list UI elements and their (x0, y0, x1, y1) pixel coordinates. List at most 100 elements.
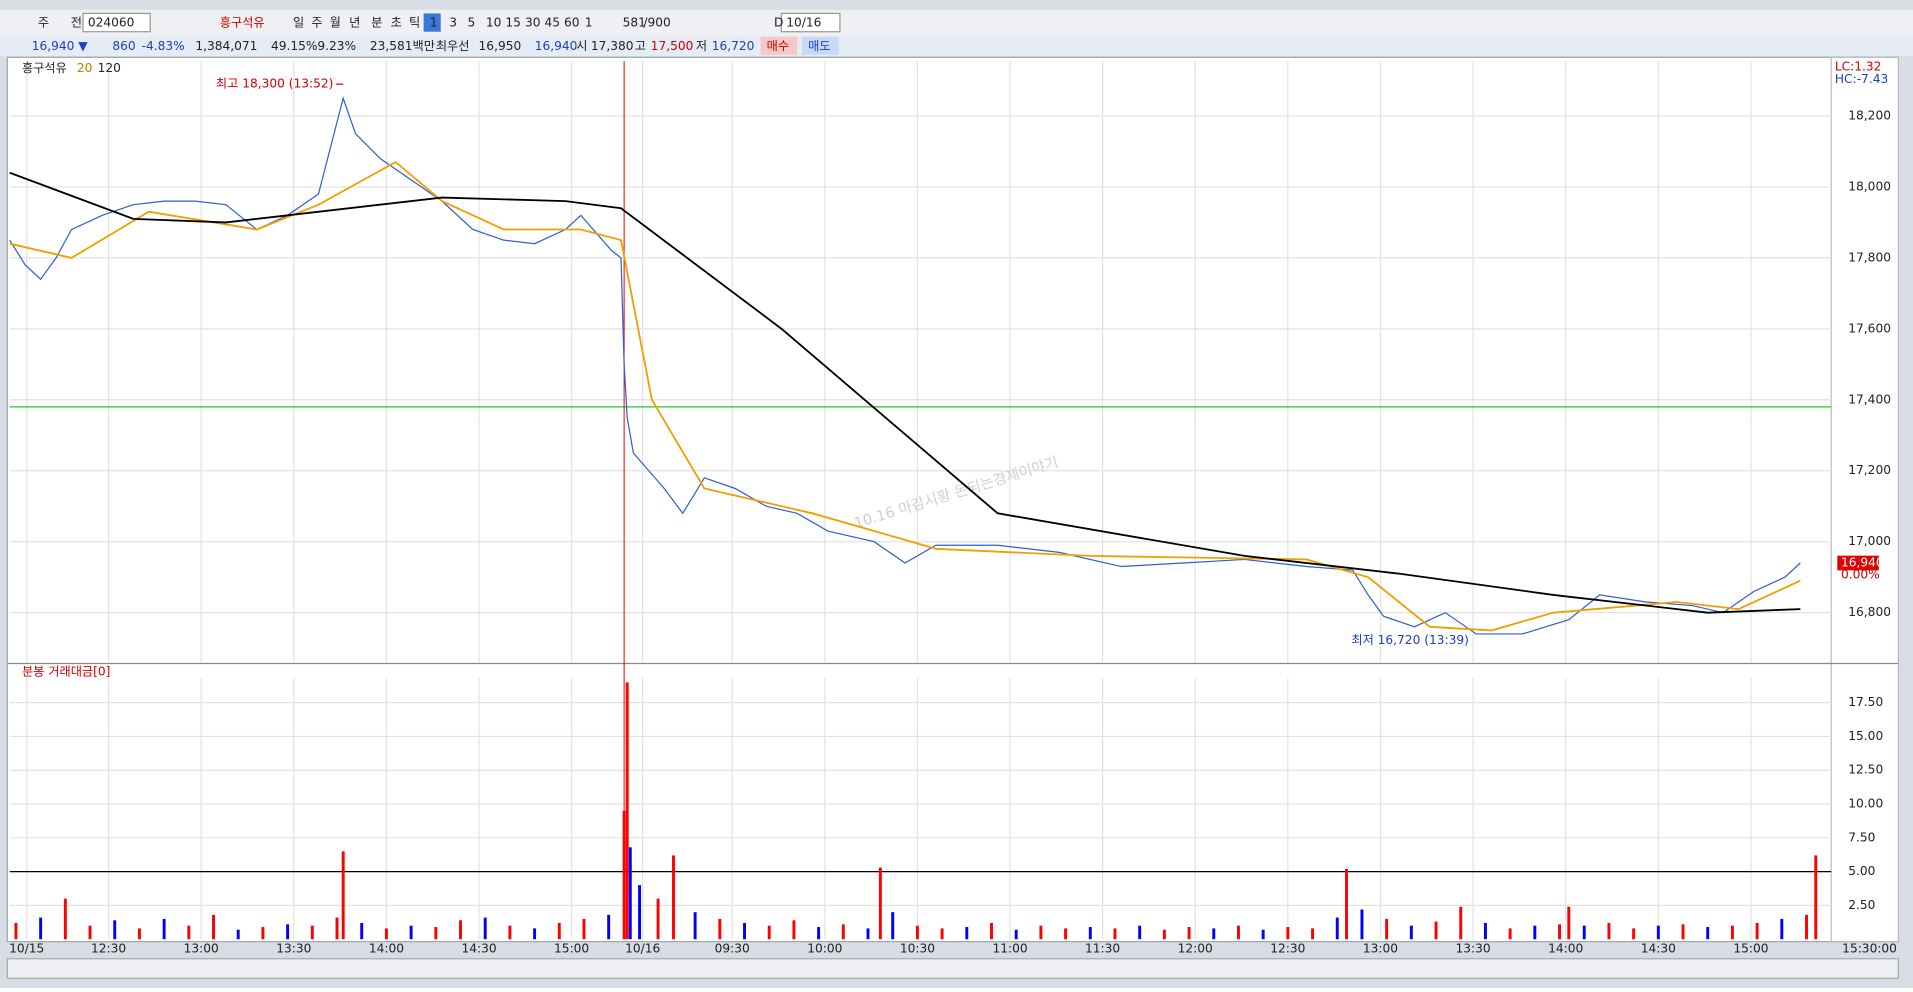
toolbar-item: 흥구석유 (220, 16, 265, 30)
x-tick-label: 13:30 (276, 941, 311, 955)
y-axis-area (1830, 56, 1899, 943)
quote-item: 49.15% (271, 39, 318, 53)
toolbar-item: 일 (293, 16, 304, 30)
quote-item: 9.23% (317, 39, 356, 53)
volume-bar (1730, 925, 1734, 940)
volume-bar (1311, 928, 1315, 940)
active-button[interactable] (423, 13, 441, 32)
volume-bar (1508, 928, 1512, 940)
legend-item: 20 (77, 61, 93, 75)
quote-item: 1,384,071 (195, 39, 257, 53)
volume-bar (409, 925, 413, 940)
x-tick-label: 14:00 (369, 941, 404, 955)
y-tick-label: 12.50 (1848, 763, 1883, 777)
volume-bar (1706, 927, 1710, 940)
quote-item: 860 (112, 39, 135, 53)
volume-bar (533, 928, 537, 940)
x-tick-label: 10:30 (900, 941, 935, 955)
toolbar-item: /900 (643, 16, 670, 30)
volume-bar (817, 927, 821, 940)
x-tick-label: 12:00 (1178, 941, 1213, 955)
volume-bar (1162, 929, 1166, 940)
x-tick-label: 13:30 (1456, 941, 1491, 955)
series-line (9, 96, 1801, 635)
x-tick-label: 12:30 (91, 941, 126, 955)
quote-item: 매도 (808, 39, 830, 53)
volume-bar (1607, 922, 1611, 940)
quote-item: 시 (576, 39, 587, 53)
volume-bar (1345, 868, 1348, 940)
volume-bar (915, 925, 919, 940)
volume-bar (1656, 925, 1660, 940)
toolbar-item: 45 (544, 16, 560, 30)
volume-bar (335, 917, 339, 940)
lc: LC:1.32 (1835, 60, 1882, 74)
toolbar-item: 60 (564, 16, 580, 30)
volume-bar (1814, 855, 1818, 940)
series-line (9, 160, 1801, 632)
x-tick-label: 13:00 (184, 941, 219, 955)
code-input[interactable] (82, 12, 151, 33)
quote-item: 고 (635, 39, 646, 53)
sell-button[interactable] (802, 36, 839, 55)
quote-item: 매수 (767, 39, 789, 53)
volume-bar (625, 682, 629, 940)
volume-bar (212, 914, 215, 940)
volume-bar (638, 885, 642, 940)
volume-bar (792, 920, 796, 940)
volume-bar (1039, 925, 1043, 940)
legend-item: 120 (98, 61, 121, 75)
volume-bar (622, 810, 626, 940)
volume-bar (1681, 924, 1685, 940)
x-tick-label: 11:30 (1085, 941, 1120, 955)
x-tick-label: 11:00 (992, 941, 1027, 955)
quote-item: 16,940 ▼ (32, 39, 89, 53)
toolbar-row1 (0, 9, 1913, 37)
quote-item: 최우선 (436, 39, 470, 53)
volume-bar (39, 917, 43, 940)
y-tick-label: 17,200 (1848, 463, 1891, 477)
quote-item: 16,950 (479, 39, 522, 53)
date-input[interactable] (780, 12, 841, 33)
y-tick-label: 10.00 (1848, 797, 1883, 811)
toolbar-item: 10 (486, 16, 502, 30)
volume-bar (1533, 925, 1537, 940)
volume-bar (878, 867, 882, 940)
volume-bar (1064, 928, 1068, 940)
x-tick-label: 12:30 (1270, 941, 1305, 955)
volume-bar (1088, 927, 1092, 940)
volume-bar (1755, 922, 1759, 940)
volume-bar (1558, 924, 1561, 940)
buy-button[interactable] (760, 36, 798, 55)
volume-bar (1385, 918, 1389, 940)
toolbar-item: 틱 (409, 16, 420, 30)
toolbar-item: 주 (38, 16, 49, 30)
volume-bar (1187, 927, 1191, 940)
volume-bar (1360, 909, 1364, 940)
x-tick-label: 15:00 (554, 941, 589, 955)
y-tick-label: 17,000 (1848, 534, 1891, 548)
panel-title: 분봉 거래대금[0] (22, 665, 110, 679)
quote-item: 16,940 (535, 39, 578, 53)
x-tick-label: 14:30 (461, 941, 496, 955)
volume-bar (718, 918, 722, 940)
toolbar-item: 전 (71, 16, 82, 30)
y-tick-label: 17.50 (1848, 695, 1883, 709)
volume-bar (1459, 906, 1463, 940)
last-price: 16,940 (1841, 555, 1884, 569)
volume-bar (1335, 917, 1339, 940)
volume-bar (693, 912, 697, 940)
quote-item: 17,380 (591, 39, 634, 53)
volume-bar (286, 924, 290, 940)
volume-bar (990, 922, 993, 940)
volume-bar (341, 851, 345, 940)
last-price-box (1837, 555, 1879, 571)
volume-bar (1113, 928, 1117, 940)
volume-bar (1582, 925, 1586, 940)
volume-bar (841, 924, 845, 940)
volume-bar (310, 925, 314, 940)
volume-bar (1014, 929, 1018, 940)
toolbar-item: 분 (371, 16, 382, 30)
volume-bar (672, 855, 675, 940)
